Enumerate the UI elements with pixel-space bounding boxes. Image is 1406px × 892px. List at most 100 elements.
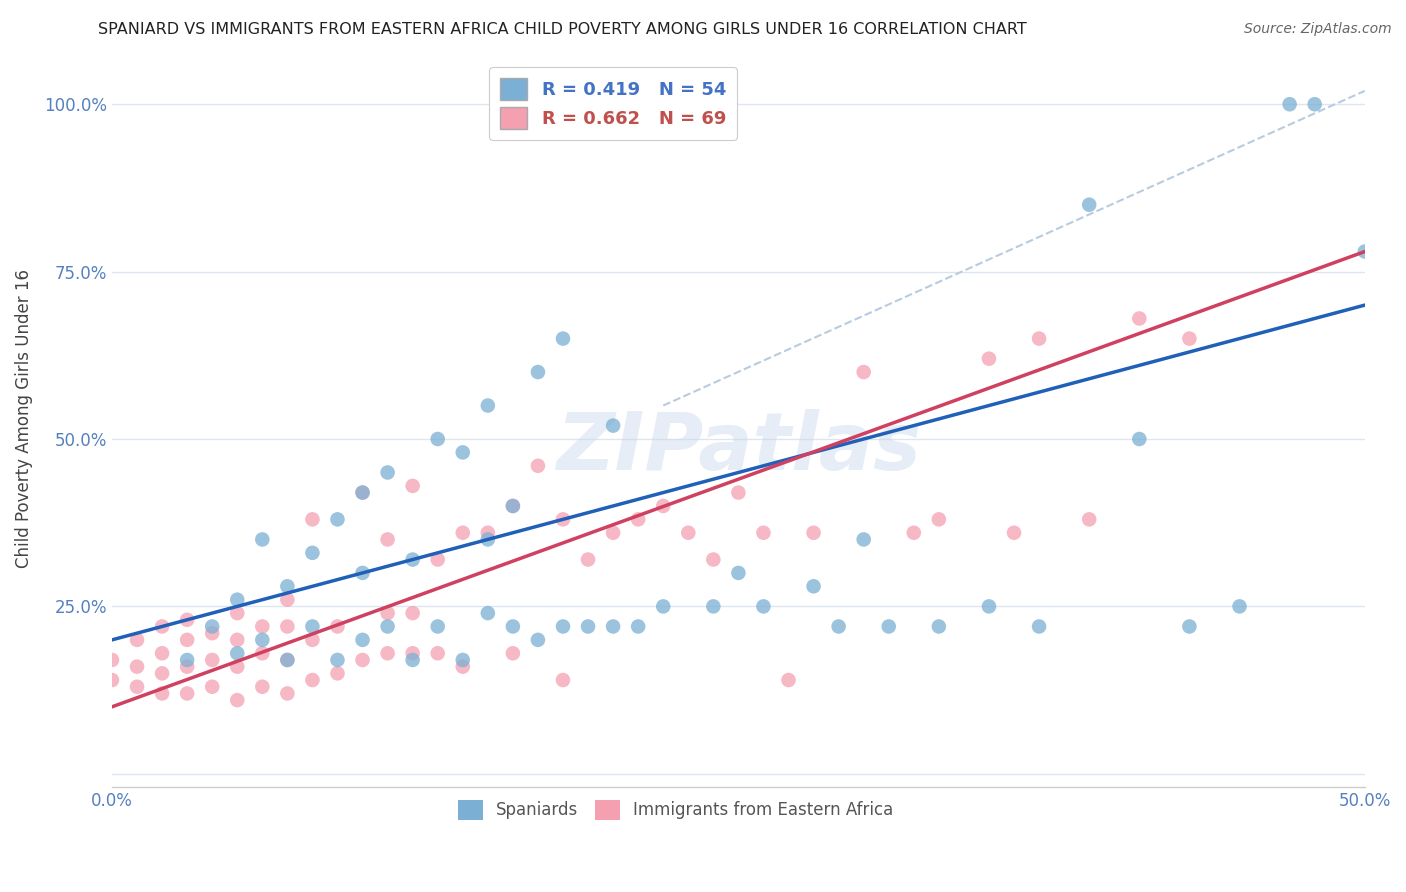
Point [627,619,650,633]
Point [451,445,474,459]
Point [252,680,274,694]
Point [252,533,274,547]
Point [1229,599,1251,614]
Point [903,525,925,540]
Point [201,626,224,640]
Point [551,619,574,633]
Point [502,499,524,513]
Point [201,619,224,633]
Point [150,646,173,660]
Point [502,646,524,660]
Point [1078,512,1101,526]
Point [977,599,1000,614]
Point [301,619,323,633]
Point [301,673,323,687]
Point [201,653,224,667]
Point [477,399,499,413]
Point [226,606,249,620]
Point [576,619,599,633]
Point [377,606,399,620]
Point [426,552,449,566]
Point [803,525,825,540]
Point [401,479,423,493]
Point [652,499,675,513]
Point [451,653,474,667]
Point [276,686,298,700]
Point [1178,332,1201,346]
Point [1354,244,1376,259]
Point [877,619,900,633]
Point [201,680,224,694]
Point [502,619,524,633]
Point [852,533,875,547]
Point [401,552,423,566]
Point [602,619,624,633]
Point [276,579,298,593]
Legend: Spaniards, Immigrants from Eastern Africa: Spaniards, Immigrants from Eastern Afric… [451,793,900,827]
Point [401,646,423,660]
Point [426,646,449,660]
Point [252,632,274,647]
Point [377,646,399,660]
Point [928,512,950,526]
Point [326,512,349,526]
Point [1178,619,1201,633]
Point [727,566,749,580]
Point [176,659,198,673]
Point [252,646,274,660]
Point [702,599,724,614]
Point [803,579,825,593]
Point [301,546,323,560]
Point [150,619,173,633]
Point [1028,619,1050,633]
Point [276,592,298,607]
Point [226,592,249,607]
Point [451,659,474,673]
Point [352,653,374,667]
Point [226,659,249,673]
Point [377,619,399,633]
Point [477,525,499,540]
Point [451,525,474,540]
Text: ZIPatlas: ZIPatlas [555,409,921,487]
Point [1278,97,1301,112]
Point [125,632,148,647]
Point [426,619,449,633]
Point [125,659,148,673]
Point [551,673,574,687]
Point [1128,432,1150,446]
Point [502,499,524,513]
Point [752,525,775,540]
Point [477,533,499,547]
Point [226,632,249,647]
Point [276,619,298,633]
Point [477,606,499,620]
Point [326,619,349,633]
Point [352,566,374,580]
Point [252,619,274,633]
Point [176,686,198,700]
Point [352,485,374,500]
Point [602,418,624,433]
Point [527,365,550,379]
Point [125,680,148,694]
Point [150,686,173,700]
Point [827,619,849,633]
Point [1002,525,1025,540]
Point [150,666,173,681]
Text: SPANIARD VS IMMIGRANTS FROM EASTERN AFRICA CHILD POVERTY AMONG GIRLS UNDER 16 CO: SPANIARD VS IMMIGRANTS FROM EASTERN AFRI… [98,22,1028,37]
Point [101,653,124,667]
Point [527,632,550,647]
Point [352,485,374,500]
Point [176,632,198,647]
Y-axis label: Child Poverty Among Girls Under 16: Child Poverty Among Girls Under 16 [15,269,32,568]
Point [652,599,675,614]
Point [226,646,249,660]
Point [576,552,599,566]
Point [401,653,423,667]
Point [1128,311,1150,326]
Point [551,332,574,346]
Point [752,599,775,614]
Point [1303,97,1326,112]
Point [176,653,198,667]
